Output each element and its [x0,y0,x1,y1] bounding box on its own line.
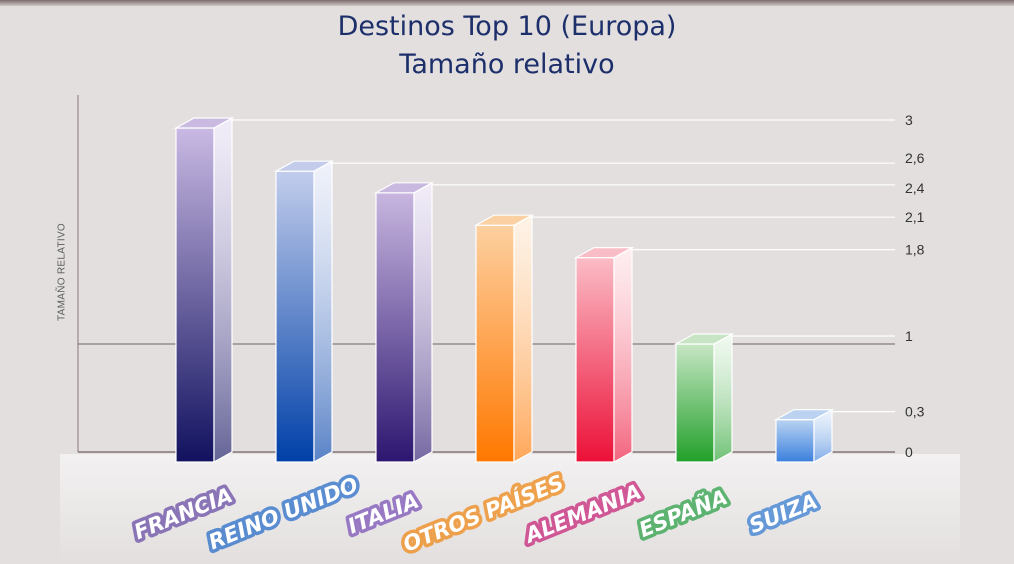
chart-floor [60,454,960,564]
bar-top [173,117,235,129]
bar-face [275,170,315,463]
bar-top [273,160,335,172]
bar-side-highlight [714,334,732,462]
value-label: 2,1 [905,209,925,225]
bar-side-highlight [414,182,432,463]
top-edge-band [0,0,1014,6]
bar-side-highlight [814,409,832,462]
bar-face [375,192,415,463]
value-label: 1,8 [905,242,925,258]
bar-face [675,343,715,463]
value-label: 3 [905,112,913,128]
value-label: 2,6 [905,150,925,166]
bar-side-highlight [614,247,632,462]
bar-top [473,214,535,226]
bar-top [773,409,835,421]
bar-top [573,247,635,259]
chart-title: Destinos Top 10 (Europa) [337,11,677,42]
tick-label-zero: 0 [905,444,913,460]
value-label: 2,4 [905,180,925,196]
chart-title-block: Destinos Top 10 (Europa) Tamaño relativo [0,8,1014,84]
bar-face [175,127,215,463]
bar-side-highlight [514,215,532,462]
bar-side-highlight [314,161,332,462]
bar-top [373,182,435,194]
bar-face [575,257,615,463]
value-label: 1 [905,328,913,344]
bar-side-highlight [214,118,232,462]
bar-face [475,224,515,463]
bar-face [775,419,815,463]
bar-top [673,333,735,345]
value-label: 0,3 [905,404,925,420]
chart-subtitle: Tamaño relativo [399,49,615,80]
